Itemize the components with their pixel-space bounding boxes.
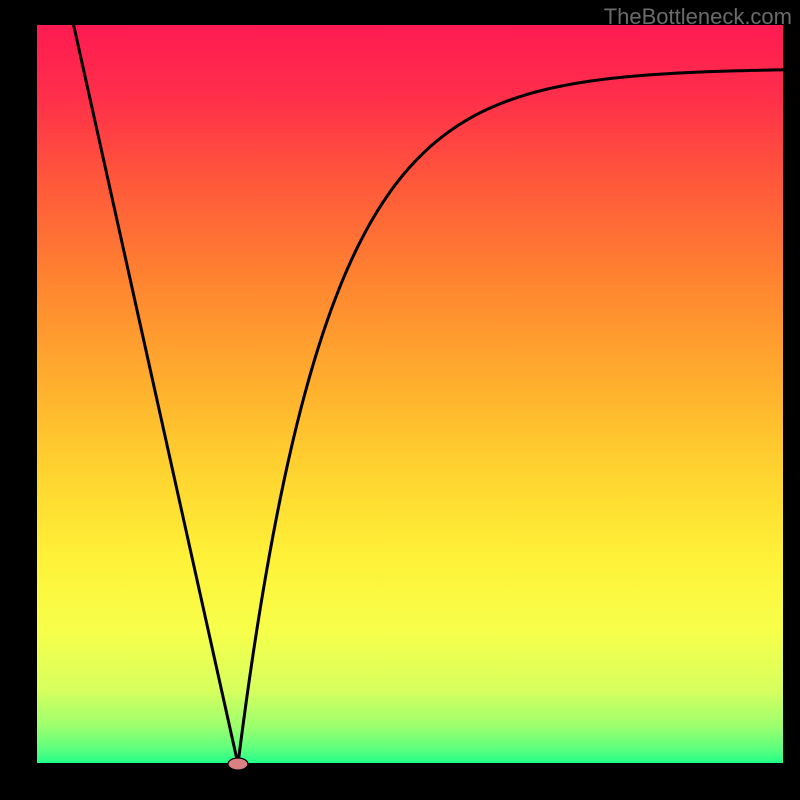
watermark-text: TheBottleneck.com [604, 4, 792, 30]
plot-background [36, 24, 784, 764]
chart-svg [0, 0, 800, 800]
optimal-point-marker [228, 758, 248, 770]
chart-container: TheBottleneck.com [0, 0, 800, 800]
